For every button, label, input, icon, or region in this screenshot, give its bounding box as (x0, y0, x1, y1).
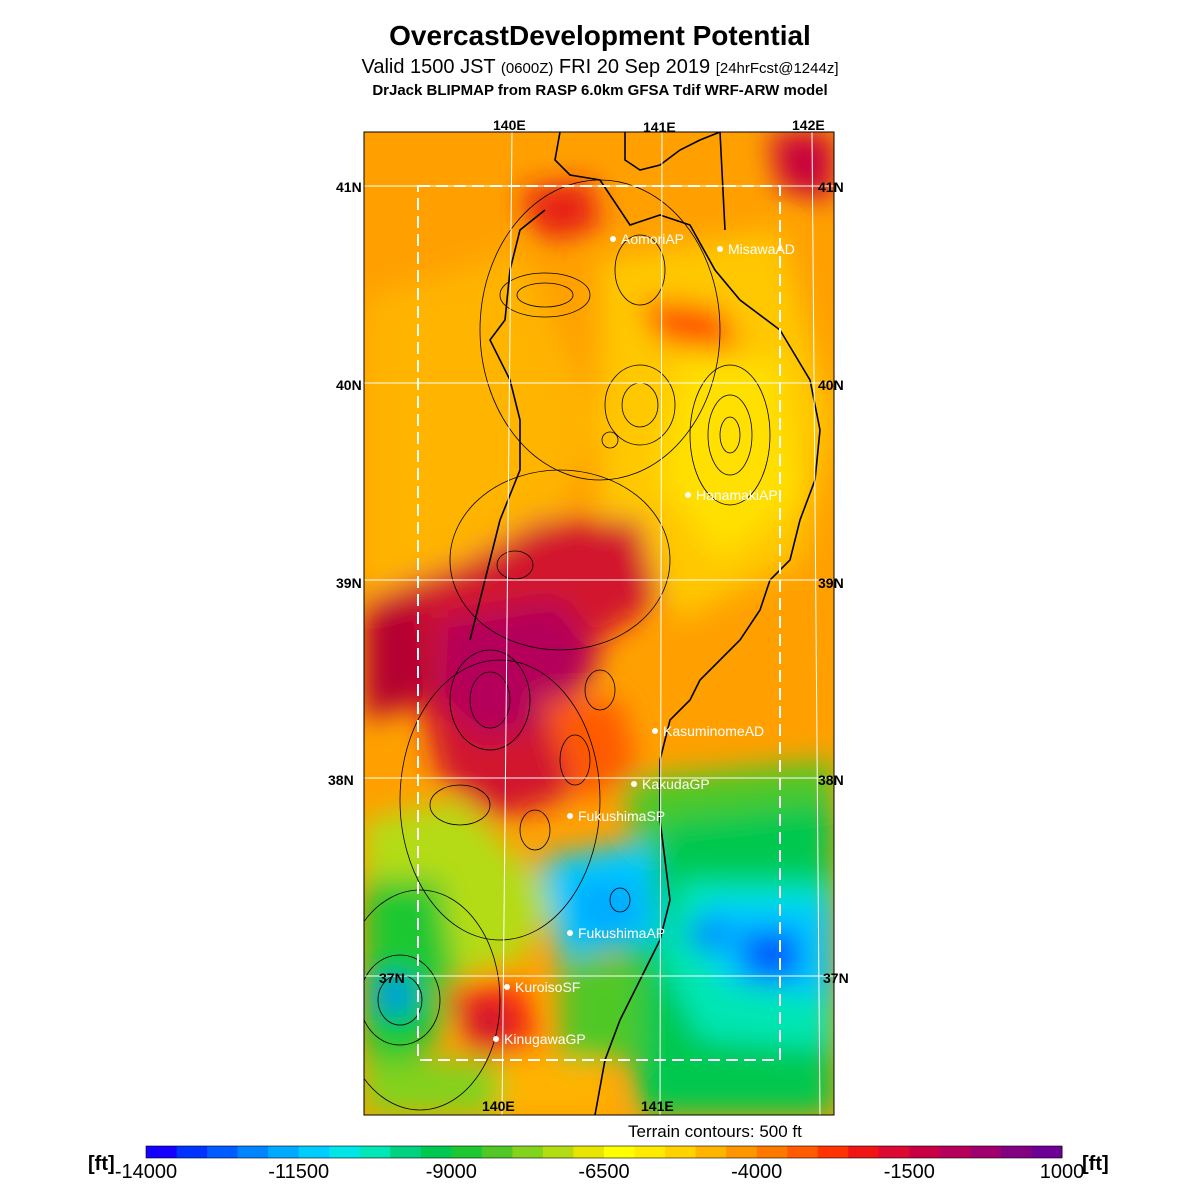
colorbar-swatch (268, 1146, 300, 1158)
colorbar-swatch (176, 1146, 208, 1158)
valid-time-zulu: (0600Z) (500, 60, 554, 77)
colorbar-swatch (939, 1146, 971, 1158)
station-label-kasuminomead: KasuminomeAD (663, 723, 764, 739)
station-label-misawaad: MisawaAD (728, 241, 795, 257)
lat-label-left-39: 39N (336, 575, 362, 591)
potential-field (364, 132, 834, 1115)
colorbar-swatch (848, 1146, 880, 1158)
lon-label-top-141: 141E (643, 119, 676, 135)
colorbar-swatch (970, 1146, 1002, 1158)
model-description: DrJack BLIPMAP from RASP 6.0km GFSA Tdif… (372, 82, 828, 99)
station-label-kakudagp: KakudaGP (642, 776, 710, 792)
colorbar-tick-label: -14000 (115, 1161, 177, 1183)
lon-label-top-140: 140E (493, 117, 526, 133)
lon-label-top-142: 142E (792, 117, 825, 133)
station-label-aomoriap: AomoriAP (621, 231, 684, 247)
colorbar-tick-labels: -14000 -11500 -9000 -6500 -4000 -1500 1000 (115, 1161, 1084, 1183)
station-label-hanamakiap: HanamakiAP (696, 487, 778, 503)
colorbar-swatch (146, 1146, 178, 1158)
graticule (364, 131, 834, 1116)
station-dot-kakudagp[interactable] (631, 781, 637, 787)
colorbar-tick-label: -6500 (578, 1161, 629, 1183)
colorbar-tick-label: -4000 (731, 1161, 782, 1183)
station-markers: AomoriAP MisawaAD HanamakiAP KasuminomeA… (493, 231, 795, 1047)
lat-label-right-41: 41N (818, 179, 844, 195)
colorbar-swatch (665, 1146, 697, 1158)
colorbar-swatch (207, 1146, 239, 1158)
colorbar-tick-label: -1500 (884, 1161, 935, 1183)
colorbar-swatch (1000, 1146, 1032, 1158)
station-dot-aomoriap[interactable] (610, 236, 616, 242)
forecast-info: [24hrFcst@1244z] (715, 60, 839, 77)
colorbar-swatch (298, 1146, 330, 1158)
colorbar-swatch (695, 1146, 727, 1158)
colorbar-swatch (604, 1146, 636, 1158)
colorbar-swatch (329, 1146, 361, 1158)
colorbar-swatch (909, 1146, 941, 1158)
colorbar-swatch (573, 1146, 605, 1158)
inner-domain-box (417, 185, 781, 1061)
lat-label-left-40: 40N (336, 377, 362, 393)
station-dot-kuroisosf[interactable] (504, 984, 510, 990)
map-frame (363, 131, 835, 1116)
station-label-kuroisosf: KuroisoSF (515, 979, 580, 995)
lat-label-right-38: 38N (818, 772, 844, 788)
colorbar-swatch (542, 1146, 574, 1158)
station-label-fukushimasp: FukushimaSP (578, 808, 665, 824)
colorbar-swatch (481, 1146, 513, 1158)
station-dot-fukushimasp[interactable] (567, 813, 573, 819)
lon-label-bottom-140: 140E (482, 1098, 515, 1114)
colorbar-swatch (787, 1146, 819, 1158)
valid-time-main: Valid 1500 JST (361, 56, 501, 78)
colorbar-swatch (756, 1146, 788, 1158)
colorbar-unit-left: [ft] (88, 1153, 115, 1175)
colorbar-tick-label: -9000 (426, 1161, 477, 1183)
colorbar-swatch (420, 1146, 452, 1158)
lat-label-left-41: 41N (336, 179, 362, 195)
colorbar-tick-label: -11500 (268, 1161, 329, 1183)
terrain-contour-note: Terrain contours: 500 ft (628, 1122, 802, 1141)
colorbar-frame (145, 1145, 1063, 1159)
lat-label-right-37: 37N (823, 970, 849, 986)
colorbar (145, 1145, 1063, 1159)
colorbar-swatch (451, 1146, 483, 1158)
colorbar-swatch (1031, 1146, 1063, 1158)
station-dot-hanamakiap[interactable] (685, 492, 691, 498)
station-dot-kinugawagp[interactable] (493, 1036, 499, 1042)
colorbar-swatch (237, 1146, 269, 1158)
station-dot-fukushimaap[interactable] (567, 930, 573, 936)
colorbar-swatch (878, 1146, 910, 1158)
valid-time-date: FRI 20 Sep 2019 (553, 56, 716, 78)
lat-label-right-39: 39N (818, 575, 844, 591)
colorbar-swatch (726, 1146, 758, 1158)
station-label-fukushimaap: FukushimaAP (578, 925, 665, 941)
colorbar-swatch (359, 1146, 391, 1158)
colorbar-swatch (634, 1146, 666, 1158)
map-title: OvercastDevelopment Potential (389, 20, 811, 51)
lat-label-left-37: 37N (379, 970, 405, 986)
colorbar-unit-right: [ft] (1082, 1153, 1109, 1175)
lat-label-right-40: 40N (818, 377, 844, 393)
station-label-kinugawagp: KinugawaGP (504, 1031, 586, 1047)
colorbar-swatch (390, 1146, 422, 1158)
colorbar-swatch (512, 1146, 544, 1158)
lon-label-bottom-141: 141E (641, 1098, 674, 1114)
lat-label-left-38: 38N (328, 772, 354, 788)
station-dot-misawaad[interactable] (717, 246, 723, 252)
valid-time: Valid 1500 JST (0600Z) FRI 20 Sep 2019 [… (0, 56, 1200, 79)
station-dot-kasuminomead[interactable] (652, 728, 658, 734)
colorbar-swatch (817, 1146, 849, 1158)
colorbar-tick-label: 1000 (1040, 1161, 1085, 1183)
